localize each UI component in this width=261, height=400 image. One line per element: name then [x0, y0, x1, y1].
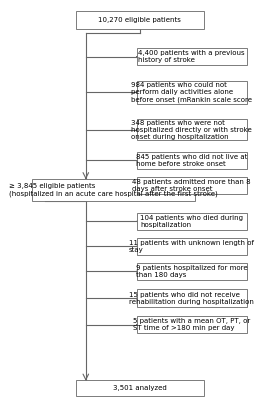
FancyBboxPatch shape [32, 179, 195, 201]
Text: 9 patients hospitalized for more
than 180 days: 9 patients hospitalized for more than 18… [136, 265, 247, 278]
Text: 3,501 analyzed: 3,501 analyzed [113, 385, 167, 391]
FancyBboxPatch shape [137, 177, 247, 194]
FancyBboxPatch shape [137, 48, 247, 66]
Text: 10,270 eligible patients: 10,270 eligible patients [98, 17, 181, 23]
Text: 15 patients who did not receive
rehabilitation during hospitalization: 15 patients who did not receive rehabili… [129, 292, 254, 305]
FancyBboxPatch shape [76, 380, 204, 396]
Text: ≥ 3,845 eligible patients
(hospitalized in an acute care hospital after the firs: ≥ 3,845 eligible patients (hospitalized … [9, 183, 218, 197]
FancyBboxPatch shape [137, 152, 247, 169]
FancyBboxPatch shape [137, 238, 247, 255]
Text: 104 patients who died during
hospitalization: 104 patients who died during hospitaliza… [140, 215, 243, 228]
Text: 48 patients admitted more than 8
days after stroke onset: 48 patients admitted more than 8 days af… [132, 179, 251, 192]
Text: 5 patients with a mean OT, PT, or
ST time of >180 min per day: 5 patients with a mean OT, PT, or ST tim… [133, 318, 250, 331]
Text: 11 patients with unknown length of
stay: 11 patients with unknown length of stay [129, 240, 254, 253]
Text: 984 patients who could not
perform daily activities alone
before onset (mRankin : 984 patients who could not perform daily… [131, 82, 252, 102]
Text: 4,400 patients with a previous
history of stroke: 4,400 patients with a previous history o… [138, 50, 245, 63]
FancyBboxPatch shape [137, 316, 247, 333]
FancyBboxPatch shape [137, 81, 247, 104]
FancyBboxPatch shape [76, 11, 204, 29]
Text: 845 patients who did not live at
home before stroke onset: 845 patients who did not live at home be… [136, 154, 247, 167]
FancyBboxPatch shape [137, 213, 247, 230]
FancyBboxPatch shape [137, 262, 247, 280]
FancyBboxPatch shape [137, 290, 247, 307]
FancyBboxPatch shape [137, 119, 247, 140]
Text: 348 patients who were not
hospitalized directly or with stroke
onset during hosp: 348 patients who were not hospitalized d… [131, 120, 252, 140]
